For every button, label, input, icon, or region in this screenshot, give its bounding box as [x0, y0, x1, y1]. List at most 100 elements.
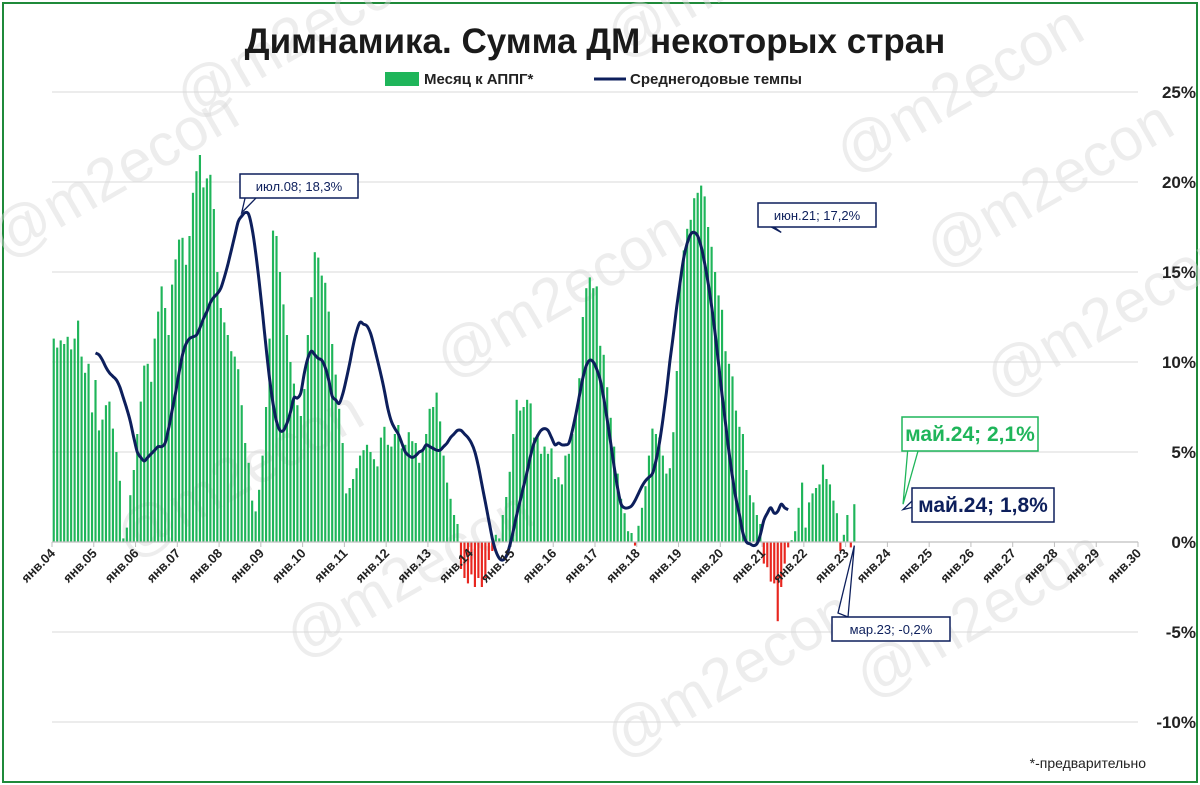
- bar: [167, 335, 170, 542]
- y-tick-label: -5%: [1166, 623, 1196, 642]
- bar: [205, 178, 208, 542]
- footnote: *-предварительно: [1030, 755, 1147, 771]
- bar: [560, 484, 564, 542]
- bar: [63, 344, 66, 542]
- bar: [512, 434, 515, 542]
- bar: [226, 335, 229, 542]
- bar: [574, 416, 577, 542]
- bar: [707, 227, 710, 542]
- line-path: [94, 210, 789, 562]
- bar: [59, 340, 62, 542]
- bar: [519, 410, 522, 542]
- annotation-box: [239, 173, 359, 199]
- bar: [839, 542, 842, 551]
- annotation-label: июл.08; 18,3%: [256, 179, 343, 194]
- bar: [73, 338, 76, 542]
- bar: [324, 282, 327, 542]
- bar: [428, 408, 431, 542]
- bar: [466, 542, 470, 584]
- bar: [129, 495, 132, 542]
- bar: [766, 542, 769, 568]
- bar: [268, 338, 271, 542]
- bar: [661, 455, 664, 542]
- x-axis: [51, 541, 1139, 547]
- bar: [783, 542, 786, 564]
- bar: [303, 389, 306, 542]
- bar: [80, 356, 83, 542]
- bar: [797, 507, 800, 542]
- x-tick-label: янв.19: [645, 546, 685, 586]
- bar: [613, 446, 616, 542]
- bar: [776, 542, 779, 622]
- bar: [849, 542, 852, 548]
- bar: [397, 425, 400, 542]
- bar: [136, 434, 139, 542]
- bar: [762, 542, 765, 564]
- bar: [578, 378, 581, 542]
- x-tick-label: янв.22: [770, 546, 810, 586]
- bar: [296, 405, 299, 542]
- bar: [115, 452, 118, 542]
- bar: [672, 432, 675, 542]
- bar: [456, 524, 459, 542]
- bar: [592, 288, 595, 542]
- bar: [731, 376, 734, 542]
- bar: [223, 322, 226, 542]
- annotation-pointer: [837, 545, 855, 618]
- bar: [494, 534, 497, 542]
- annotation-box: [831, 616, 951, 642]
- bar: [658, 437, 661, 542]
- bar: [557, 477, 560, 542]
- bar: [334, 374, 337, 542]
- bar: [240, 405, 243, 542]
- bar: [752, 502, 755, 542]
- annotations: июл.08; 18,3% июн.21; 17,2% мар.23; -0,2% м…: [239, 173, 1055, 642]
- bar: [404, 444, 407, 542]
- bar: [825, 479, 828, 542]
- bar: [289, 362, 292, 542]
- bar: [846, 515, 849, 542]
- bar: [352, 479, 355, 542]
- bar: [480, 542, 483, 587]
- bar: [184, 264, 188, 542]
- x-tick-label: янв.30: [1104, 546, 1144, 586]
- bar: [686, 228, 689, 543]
- x-tick-label: янв.09: [227, 546, 267, 586]
- bar: [70, 349, 73, 542]
- bar: [801, 482, 804, 542]
- bar: [550, 448, 553, 542]
- bar: [755, 515, 758, 542]
- legend-bar-label: Месяц к АППГ*: [424, 71, 533, 88]
- bar: [588, 277, 591, 542]
- bar: [365, 444, 369, 542]
- bar: [445, 482, 449, 542]
- bar: [122, 538, 125, 542]
- bar: [188, 236, 191, 542]
- bar: [505, 497, 508, 542]
- bar: [216, 272, 219, 542]
- bar: [313, 252, 316, 542]
- bar: [379, 437, 383, 542]
- y-tick-label: 5%: [1171, 443, 1196, 462]
- legend-bar-swatch: [385, 72, 419, 86]
- annotation-label: май.24; 1,8%: [918, 494, 1048, 517]
- annotation-label: июн.21; 17,2%: [774, 208, 861, 223]
- bar: [501, 515, 504, 542]
- bar-series: [52, 155, 856, 622]
- bar: [411, 441, 414, 542]
- bar: [807, 502, 811, 542]
- y-tick-label: 25%: [1162, 83, 1196, 102]
- bar: [219, 308, 222, 542]
- bar: [602, 354, 605, 542]
- bar: [299, 416, 302, 542]
- bar: [811, 493, 814, 542]
- bar: [414, 443, 417, 542]
- x-tick-label: янв.16: [519, 546, 559, 586]
- bar: [432, 407, 435, 542]
- bar: [125, 527, 128, 542]
- bar: [275, 236, 278, 542]
- bar: [202, 187, 205, 542]
- bar: [734, 410, 738, 542]
- bar: [714, 272, 717, 542]
- x-tick-label: янв.18: [603, 546, 643, 586]
